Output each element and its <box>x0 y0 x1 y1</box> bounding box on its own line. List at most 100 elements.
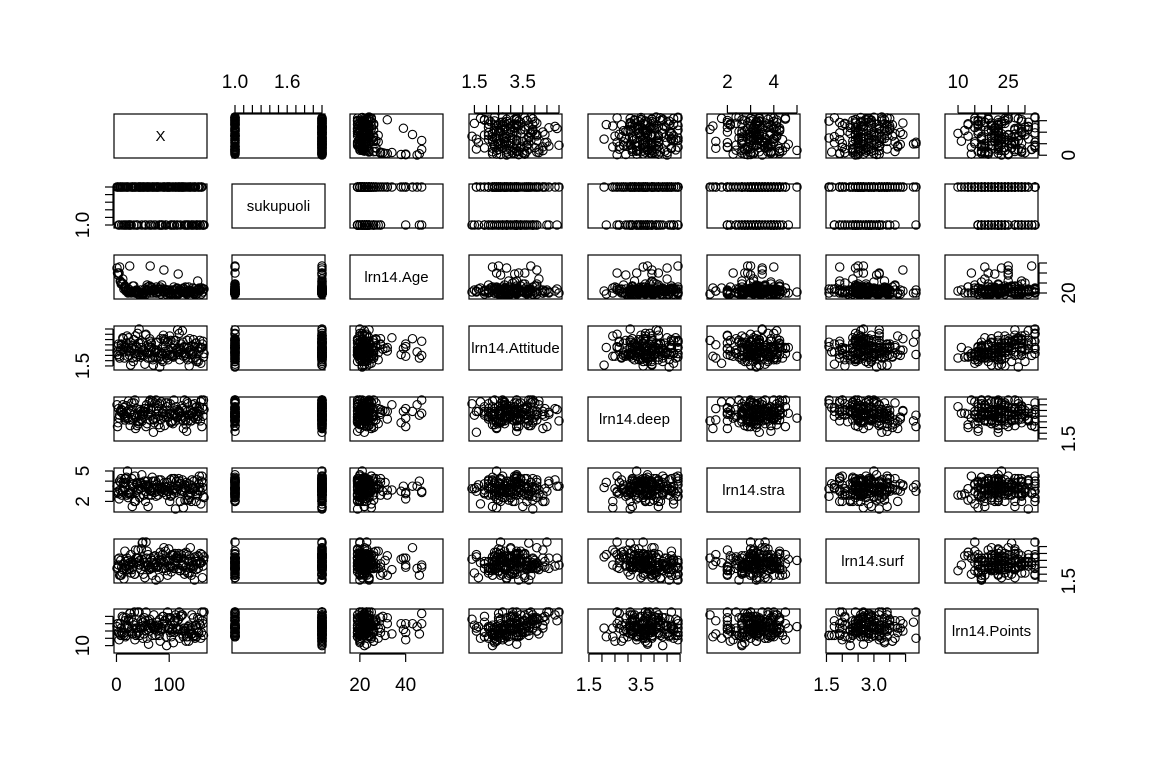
data-point <box>467 220 477 230</box>
panel-lrn14-deep-vs-x <box>112 395 209 442</box>
data-point <box>467 131 477 142</box>
data-point <box>855 112 866 123</box>
panel-sukupuoli-vs-sukupuoli: sukupuoli <box>231 183 326 229</box>
data-point <box>378 182 388 192</box>
data-point <box>956 136 967 146</box>
data-point <box>895 127 906 138</box>
data-point <box>1003 129 1013 140</box>
data-point <box>407 129 418 140</box>
data-point <box>364 220 374 230</box>
data-point <box>487 147 498 157</box>
panel-sukupuoli-vs-lrn14-surf <box>824 182 921 230</box>
panel-lrn14-deep-vs-sukupuoli <box>230 395 327 442</box>
data-point <box>364 182 374 192</box>
panel-x-vs-lrn14-age <box>349 112 444 160</box>
data-point <box>850 114 861 125</box>
diagonal-label: lrn14.Attitude <box>471 340 559 357</box>
panel-lrn14-attitude-vs-lrn14-points <box>944 324 1040 372</box>
data-point <box>728 268 738 278</box>
data-point <box>416 182 427 192</box>
data-point <box>621 270 631 280</box>
panel-frame <box>825 113 920 159</box>
panel-lrn14-attitude-vs-lrn14-surf <box>824 324 921 372</box>
data-point <box>898 129 908 140</box>
panel-lrn14-age-vs-lrn14-points <box>944 254 1040 300</box>
data-point <box>532 220 542 230</box>
panel-sukupuoli-vs-lrn14-attitude <box>467 182 564 230</box>
data-point <box>373 182 383 192</box>
panel-lrn14-age-vs-lrn14-attitude <box>467 254 564 300</box>
data-point <box>625 113 635 124</box>
data-point <box>416 144 427 155</box>
panel-lrn14-age-vs-lrn14-surf <box>824 254 921 300</box>
data-point <box>371 182 381 192</box>
data-point <box>612 113 622 123</box>
data-point <box>983 113 993 123</box>
diagonal-label: lrn14.Age <box>364 269 428 286</box>
data-point <box>407 333 418 344</box>
data-point <box>771 121 782 132</box>
data-point <box>159 265 169 275</box>
data-point <box>722 137 733 148</box>
panel-lrn14-age-vs-lrn14-stra <box>705 254 802 300</box>
panel-lrn14-attitude-vs-lrn14-attitude: lrn14.Attitude <box>468 325 563 371</box>
data-point <box>522 182 532 192</box>
panel-lrn14-attitude-vs-sukupuoli <box>230 324 327 372</box>
panel-frame <box>231 396 326 442</box>
data-point <box>550 121 560 132</box>
data-point <box>552 123 562 134</box>
data-point <box>515 220 526 230</box>
data-point <box>501 263 512 273</box>
data-point <box>722 115 733 126</box>
data-point <box>976 131 987 142</box>
data-point <box>963 118 973 129</box>
data-point <box>475 113 486 124</box>
data-point <box>382 182 393 192</box>
data-point <box>850 263 861 273</box>
diagonal-label: sukupuoli <box>247 198 310 215</box>
panel-x-vs-lrn14-surf <box>824 112 921 160</box>
data-point <box>522 146 532 156</box>
data-point <box>877 112 887 122</box>
data-point <box>416 220 427 230</box>
data-point <box>197 182 207 192</box>
data-point <box>489 116 500 126</box>
data-point <box>544 182 554 192</box>
data-point <box>655 112 666 123</box>
panel-lrn14-attitude-vs-lrn14-stra <box>705 324 802 372</box>
data-point <box>840 361 850 371</box>
data-point <box>722 142 733 152</box>
data-point <box>471 182 482 192</box>
data-point <box>601 342 612 353</box>
data-point <box>666 133 677 144</box>
data-point <box>599 360 609 370</box>
data-point <box>1023 124 1034 135</box>
data-point <box>1016 144 1027 154</box>
data-point <box>1026 261 1037 271</box>
data-point <box>398 182 409 192</box>
data-point <box>412 150 422 160</box>
panel-frame <box>349 113 444 159</box>
panel-x-vs-lrn14-attitude <box>467 112 564 160</box>
data-point <box>895 139 906 150</box>
data-point <box>848 143 858 154</box>
data-point <box>711 136 721 147</box>
data-point <box>966 142 977 152</box>
data-point <box>774 143 785 154</box>
data-point <box>352 113 363 123</box>
data-point <box>542 220 552 230</box>
data-point <box>371 220 381 230</box>
data-point <box>708 351 718 362</box>
data-point <box>908 337 919 347</box>
data-point <box>993 115 1003 125</box>
data-point <box>662 263 672 273</box>
data-point <box>400 149 411 159</box>
panel-sukupuoli-vs-lrn14-deep <box>587 182 683 230</box>
panel-x-vs-sukupuoli <box>230 112 327 160</box>
data-point <box>792 145 802 156</box>
data-point <box>554 182 564 192</box>
panel-frame <box>231 113 326 159</box>
data-point <box>501 220 512 230</box>
diagonal-label: X <box>155 128 165 145</box>
